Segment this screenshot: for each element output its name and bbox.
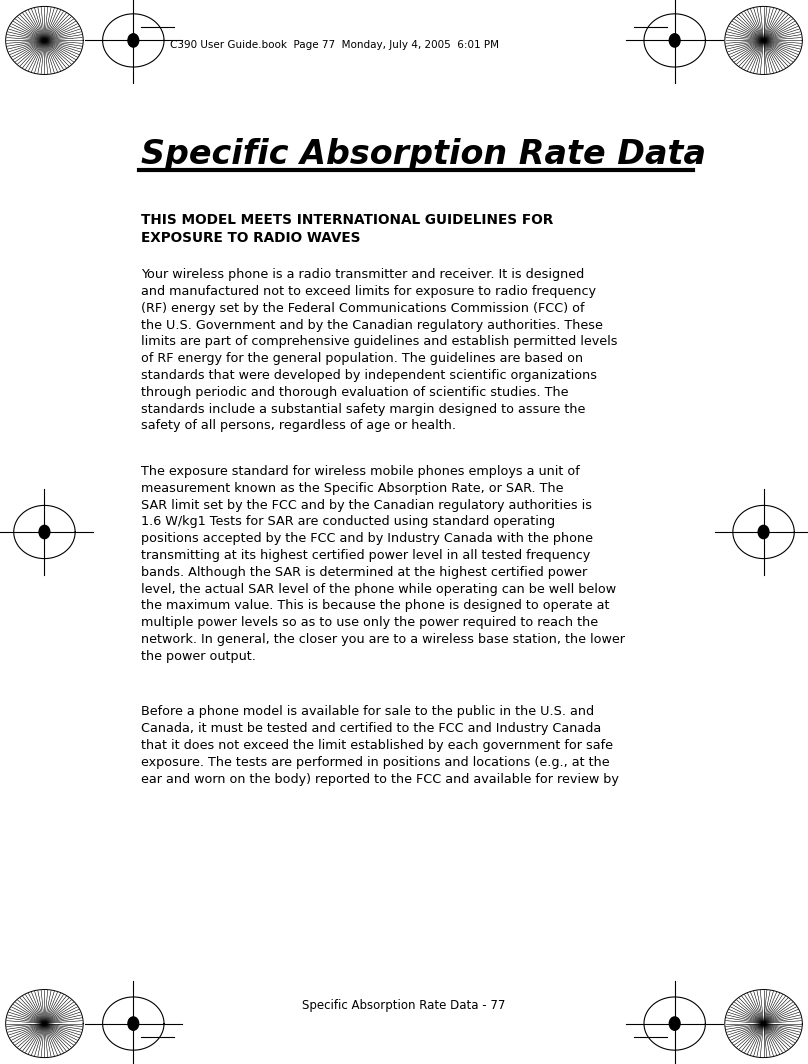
Ellipse shape [758, 526, 769, 538]
Text: Specific Absorption Rate Data: Specific Absorption Rate Data [141, 138, 706, 171]
Text: THIS MODEL MEETS INTERNATIONAL GUIDELINES FOR
EXPOSURE TO RADIO WAVES: THIS MODEL MEETS INTERNATIONAL GUIDELINE… [141, 213, 553, 245]
Ellipse shape [128, 1017, 139, 1030]
Text: Your wireless phone is a radio transmitter and receiver. It is designed
and manu: Your wireless phone is a radio transmitt… [141, 268, 618, 432]
Ellipse shape [669, 34, 680, 47]
Text: C390 User Guide.book  Page 77  Monday, July 4, 2005  6:01 PM: C390 User Guide.book Page 77 Monday, Jul… [170, 39, 499, 50]
Text: Before a phone model is available for sale to the public in the U.S. and
Canada,: Before a phone model is available for sa… [141, 705, 619, 785]
Ellipse shape [669, 1017, 680, 1030]
Ellipse shape [39, 526, 50, 538]
Text: The exposure standard for wireless mobile phones employs a unit of
measurement k: The exposure standard for wireless mobil… [141, 465, 625, 663]
Text: Specific Absorption Rate Data - 77: Specific Absorption Rate Data - 77 [302, 999, 506, 1012]
Ellipse shape [128, 34, 139, 47]
